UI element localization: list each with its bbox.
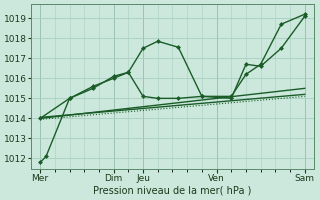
X-axis label: Pression niveau de la mer( hPa ): Pression niveau de la mer( hPa ) — [93, 186, 252, 196]
